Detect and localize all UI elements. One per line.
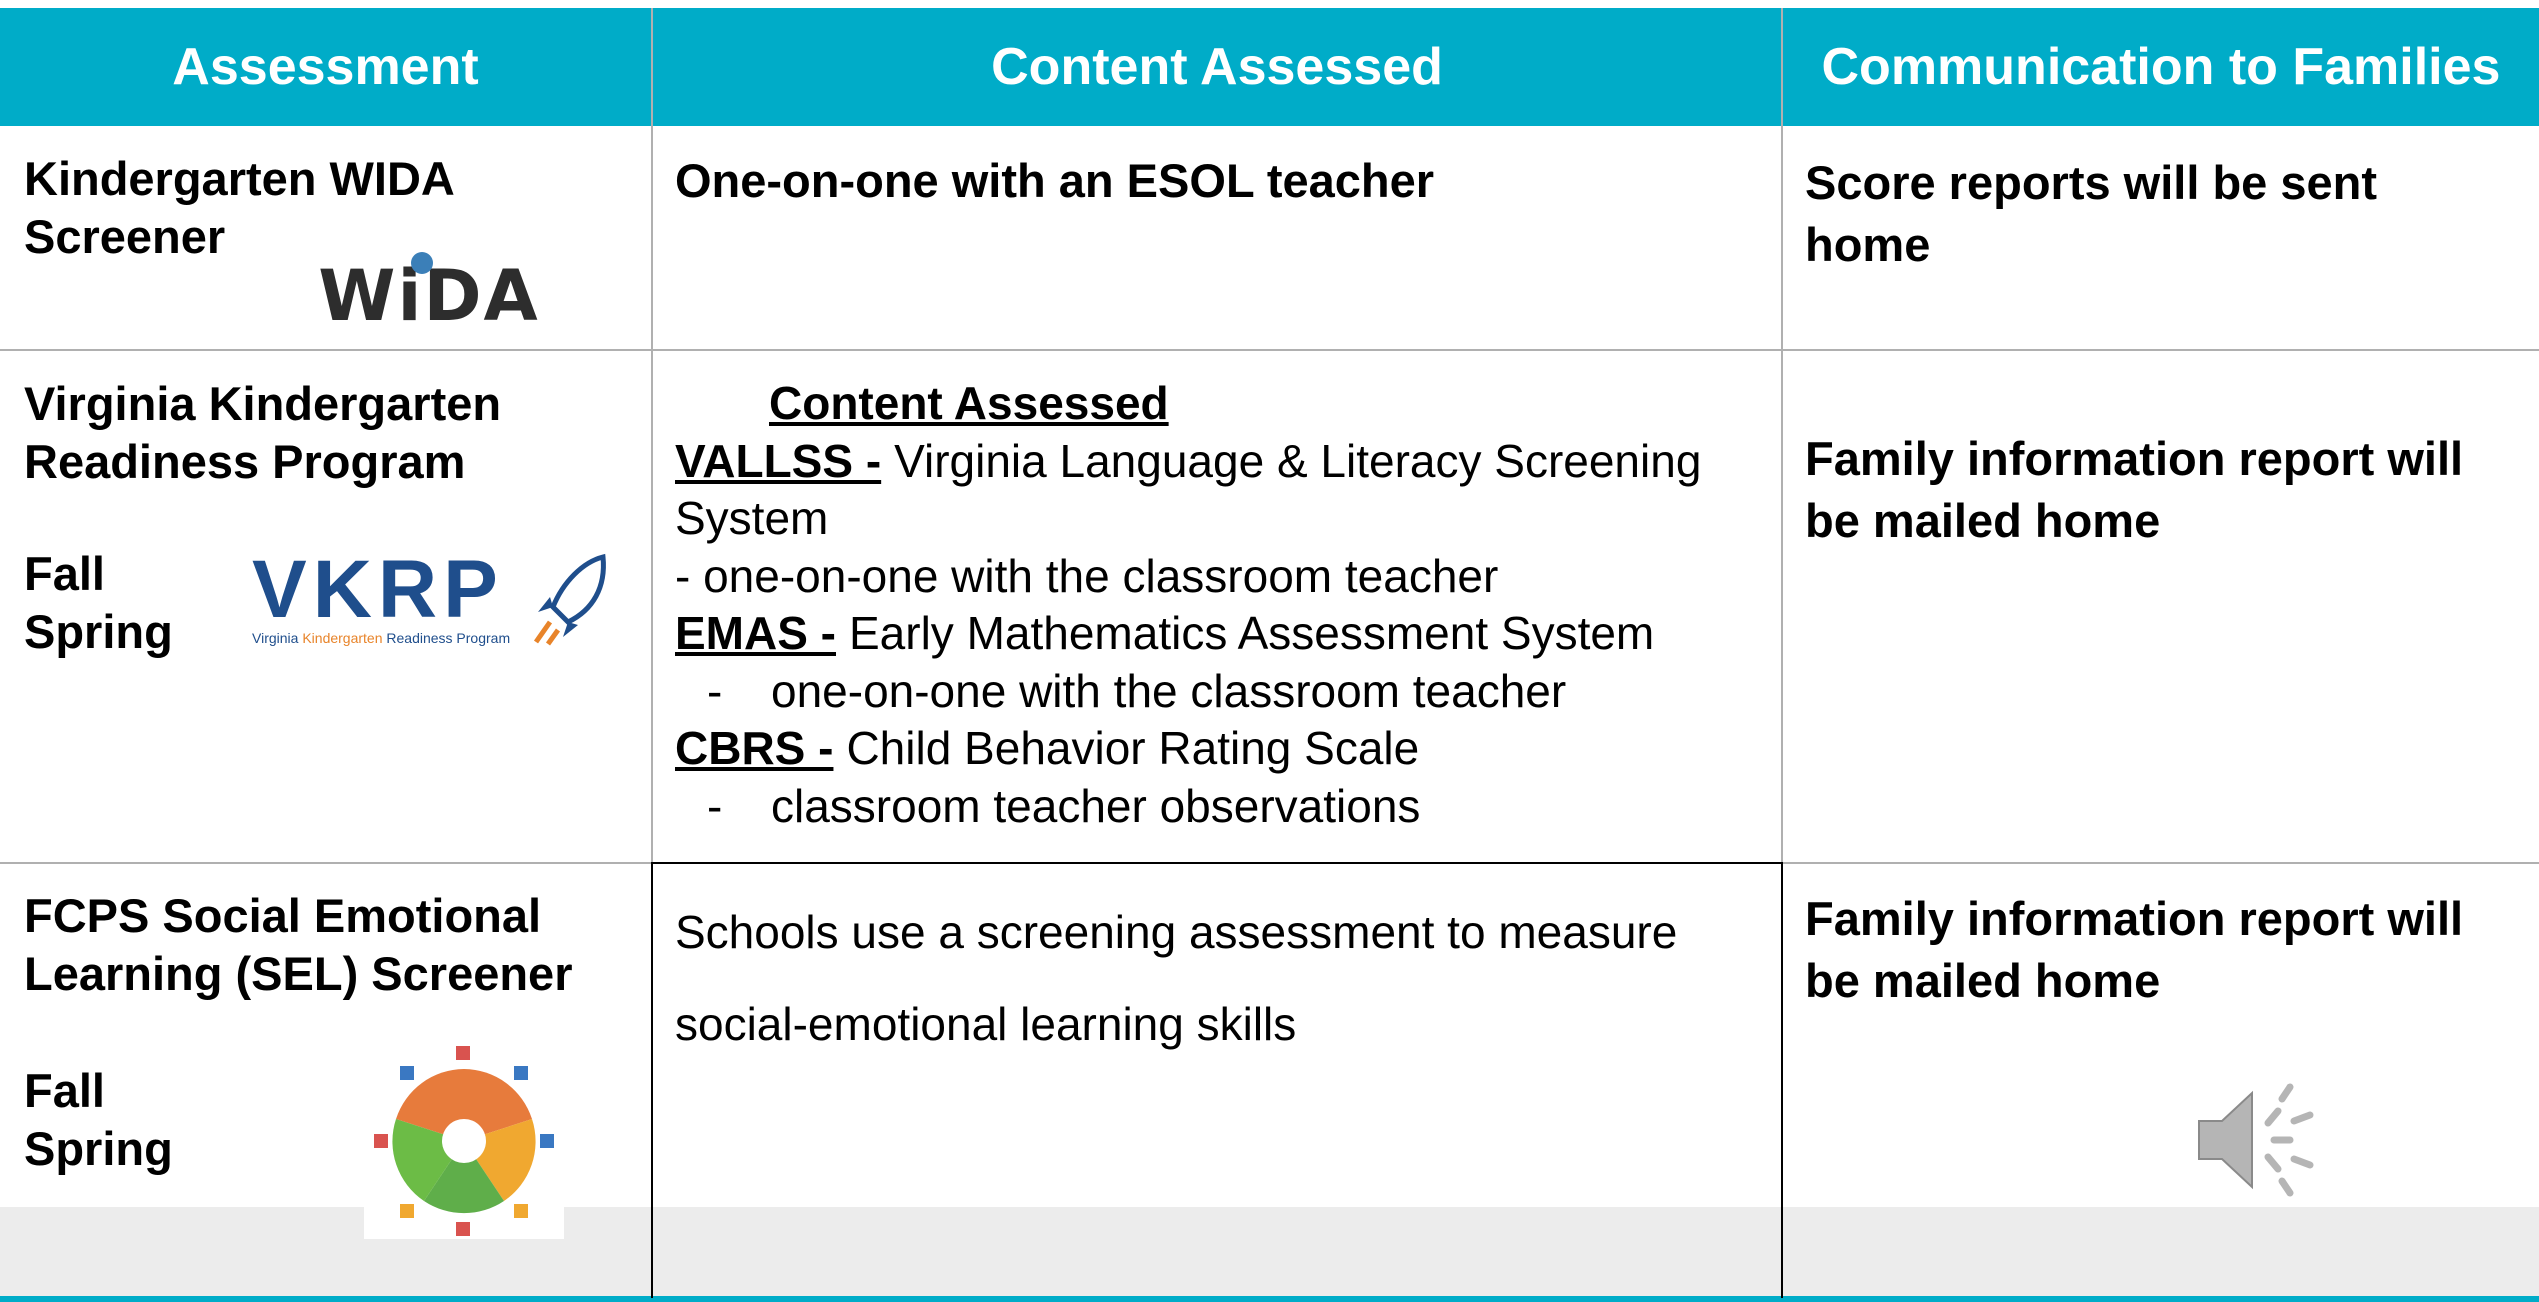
communication-text: Family information report will be mailed… xyxy=(1805,432,2464,547)
item-text: Virginia Language & Literacy Screening S… xyxy=(675,434,1702,545)
content-text: One-on-one with an ESOL teacher xyxy=(675,154,1435,207)
cell-border xyxy=(1781,862,1783,1298)
top-margin xyxy=(0,0,2539,8)
header-text: Content Assessed xyxy=(991,38,1443,96)
sel-wheel xyxy=(364,1044,564,1239)
header-cell: Content Assessed xyxy=(653,8,1781,126)
item-term: EMAS - xyxy=(675,607,836,659)
item-text: Early Mathematics Assessment System xyxy=(849,607,1655,659)
season: Fall xyxy=(24,1064,105,1117)
header-text: Communication to Families xyxy=(1821,38,2501,96)
logo-text: VKRP xyxy=(252,544,504,635)
caption-part: Virginia xyxy=(252,630,299,646)
assessment-name: Virginia Kindergarten Readiness Program xyxy=(24,377,502,488)
caption-part: Readiness Program xyxy=(386,630,511,646)
content-item: EMAS - Early Mathematics Assessment Syste… xyxy=(675,605,1775,663)
communication-text: Score reports will be sent home xyxy=(1805,156,2378,271)
header-cell: Communication to Families xyxy=(1783,8,2539,126)
header-text: Assessment xyxy=(172,38,479,96)
seasons: Fall Spring xyxy=(24,545,173,661)
column-divider xyxy=(1781,8,1783,1298)
bullet-marker: - xyxy=(707,664,723,717)
column-divider xyxy=(651,8,653,1298)
assessment-name: FCPS Social Emotional Learning (SEL) Scr… xyxy=(24,889,573,1000)
cell-border xyxy=(651,862,653,1298)
bullet-marker: - xyxy=(707,779,723,832)
seasons: Fall Spring xyxy=(24,1062,173,1178)
caption-part: Kindergarten xyxy=(302,630,383,646)
logo-globe xyxy=(411,252,433,274)
item-term: VALLSS - xyxy=(675,434,882,487)
item-term: CBRS - xyxy=(675,722,834,774)
assessment-name: Kindergarten WIDA Screener xyxy=(24,152,454,263)
season: Spring xyxy=(24,1122,173,1175)
logo-caption: Virginia Kindergarten Readiness Program xyxy=(252,630,522,646)
season: Fall xyxy=(24,547,105,600)
communication-text: Family information report will be mailed… xyxy=(1805,892,2464,1007)
cell-border xyxy=(651,862,1781,864)
row-divider xyxy=(0,349,2539,351)
item-note: - one-on-one with the classroom teacher xyxy=(675,549,1499,602)
content-title: Content Assessed xyxy=(769,377,1169,429)
item-text: Child Behavior Rating Scale xyxy=(846,722,1420,774)
bullet-text: classroom teacher observations xyxy=(771,779,1421,832)
rocket-icon xyxy=(533,553,606,646)
bullet-text: one-on-one with the classroom teacher xyxy=(771,664,1567,717)
content-items: VALLSS - Virginia Language & Literacy Scr… xyxy=(675,433,1775,836)
wida-logo: WiDA xyxy=(307,243,551,348)
item-bullet: - one-on-one with the classroom teacher xyxy=(675,663,1775,721)
header-cell: Assessment xyxy=(0,8,651,126)
item-bullet: - classroom teacher observations xyxy=(675,778,1775,836)
content-block: Content Assessed VALLSS - Virginia Langua… xyxy=(675,375,1775,835)
content-item: CBRS - Child Behavior Rating Scale xyxy=(675,720,1775,778)
audio-icon[interactable] xyxy=(2194,1081,2318,1199)
season: Spring xyxy=(24,605,173,658)
bottom-bar xyxy=(0,1296,2539,1302)
vkrp-logo: VKRP Virginia Kindergarten Readiness Pro… xyxy=(252,544,522,650)
content-item: VALLSS - Virginia Language & Literacy Scr… xyxy=(675,433,1775,548)
content-text: Schools use a screening assessment to me… xyxy=(675,906,1678,1050)
